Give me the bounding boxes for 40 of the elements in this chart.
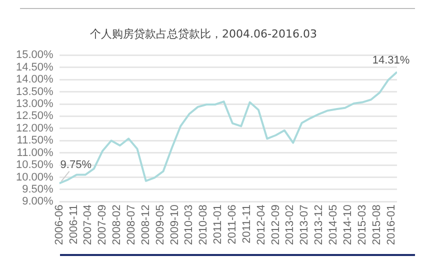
- x-tick-label: 2012-09: [270, 204, 282, 246]
- x-tick-label: 2010-08: [198, 204, 210, 246]
- y-tick-label: 11.50%: [16, 134, 54, 147]
- y-tick-label: 9.50%: [22, 183, 54, 196]
- y-tick-label: 12.50%: [16, 110, 54, 122]
- x-tick-label: 2008-12: [140, 204, 152, 246]
- y-tick-label: 10.00%: [16, 171, 54, 184]
- y-tick-label: 14.50%: [16, 61, 54, 74]
- chart-title: 个人购房贷款占总贷款比，2004.06-2016.03: [90, 27, 317, 40]
- x-tick-label: 2015-08: [370, 204, 383, 246]
- y-tick-label: 12.00%: [16, 122, 54, 134]
- x-tick-label: 2006-11: [68, 204, 80, 244]
- x-tick-label: 2015-03: [356, 204, 368, 246]
- y-tick-label: 10.50%: [16, 159, 54, 172]
- x-tick-label: 2016-01: [385, 204, 398, 246]
- y-tick-label: 11.00%: [16, 146, 54, 159]
- x-tick-label: 2011-01: [212, 204, 224, 244]
- x-tick-label: 2009-10: [168, 204, 181, 246]
- x-tick-label: 2007-09: [96, 204, 109, 246]
- data-label: 14.31%: [372, 54, 410, 67]
- data-label: 9.75%: [60, 158, 92, 171]
- x-tick-label: 2009-05: [154, 204, 166, 246]
- y-tick-label: 9.00%: [22, 196, 54, 208]
- x-tick-label: 2011-11: [240, 204, 253, 244]
- x-tick-label: 2010-03: [183, 204, 196, 246]
- y-tick-label: 15.00%: [16, 49, 54, 62]
- x-tick-label: 2013-07: [298, 204, 311, 246]
- x-tick-label: 2012-04: [255, 204, 268, 246]
- x-tick-label: 2011-06: [226, 204, 239, 244]
- y-tick-label: 13.00%: [16, 98, 54, 110]
- y-tick-label: 14.00%: [16, 74, 54, 86]
- x-tick-label: 2008-02: [111, 204, 124, 246]
- x-tick-label: 2006-06: [53, 204, 66, 246]
- y-tick-label: 13.50%: [16, 86, 54, 98]
- x-tick-label: 2007-04: [82, 204, 94, 246]
- x-tick-label: 2008-07: [125, 204, 138, 246]
- x-tick-label: 2014-05: [328, 204, 340, 246]
- x-tick-label: 2013-02: [284, 204, 296, 246]
- x-tick-label: 2014-10: [342, 204, 354, 246]
- x-tick-label: 2013-12: [313, 204, 326, 246]
